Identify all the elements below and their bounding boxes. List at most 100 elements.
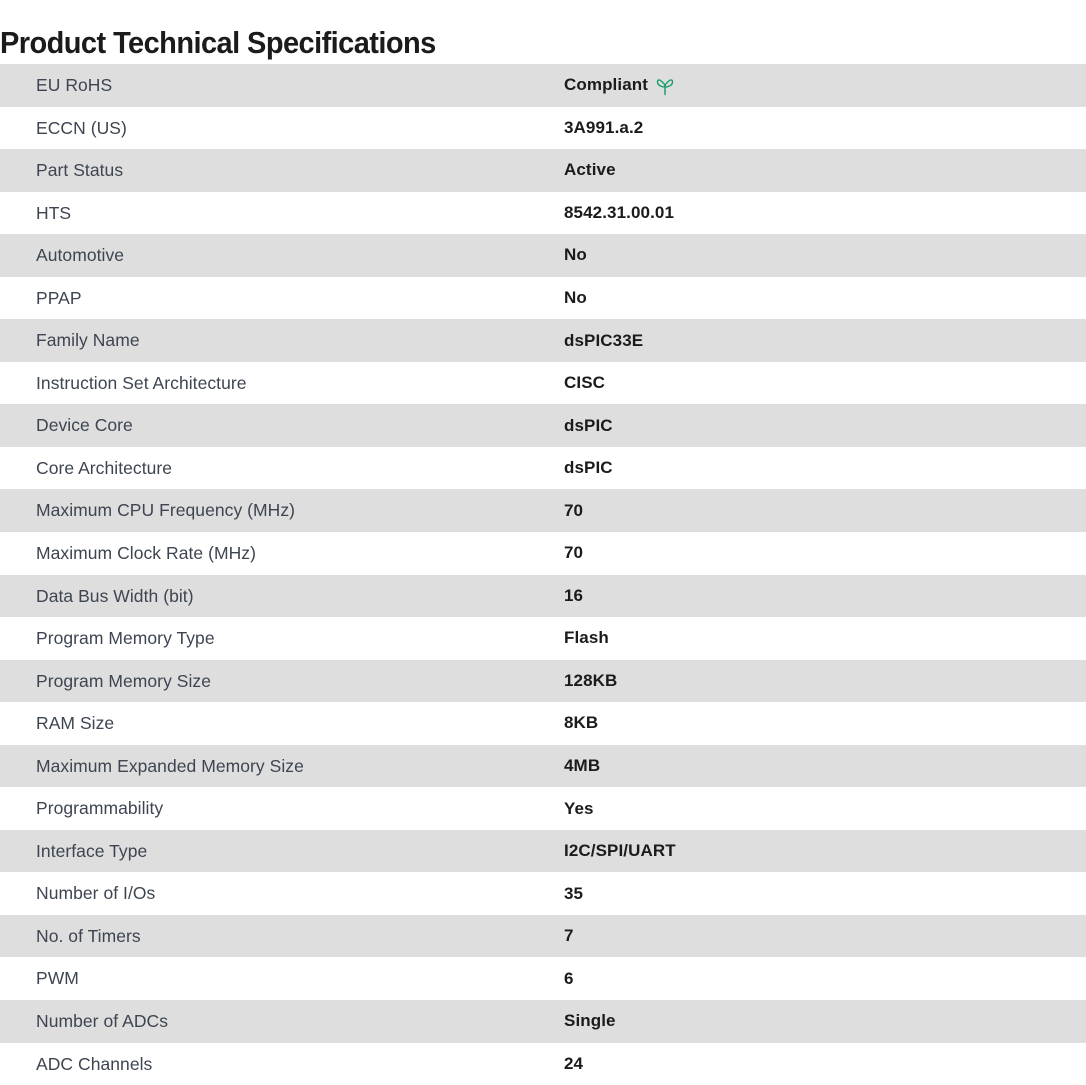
- spec-value-text: 8KB: [564, 713, 599, 733]
- spec-value-wrap: CISC: [564, 362, 605, 404]
- spec-value-wrap: 70: [564, 532, 583, 574]
- spec-label: HTS: [36, 202, 72, 223]
- spec-value: No: [564, 234, 1074, 277]
- spec-label: Data Bus Width (bit): [36, 585, 194, 606]
- spec-value: 8KB: [564, 702, 1074, 745]
- spec-label: Program Memory Type: [36, 628, 215, 649]
- spec-value-wrap: 4MB: [564, 745, 600, 787]
- spec-value-text: dsPIC: [564, 458, 613, 478]
- spec-row: Programmability Yes: [0, 787, 1086, 830]
- spec-row: Instruction Set Architecture CISC: [0, 361, 1086, 405]
- spec-label: Maximum Clock Rate (MHz): [36, 543, 256, 564]
- spec-value-text: dsPIC: [564, 415, 613, 435]
- spec-label: Instruction Set Architecture: [36, 372, 247, 393]
- spec-value: 4MB: [564, 745, 1074, 788]
- spec-row: PWM 6: [0, 957, 1086, 1001]
- spec-label: Programmability: [36, 798, 164, 819]
- spec-value-wrap: No: [564, 277, 587, 319]
- spec-value-wrap: Single: [564, 1000, 616, 1042]
- spec-row: Core Architecture dsPIC: [0, 446, 1086, 490]
- spec-label: Interface Type: [36, 840, 148, 861]
- spec-value-text: 8542.31.00.01: [564, 202, 675, 222]
- spec-value: 70: [564, 489, 1074, 532]
- spec-row: Number of I/Os 35: [0, 872, 1086, 915]
- spec-value: 7: [564, 915, 1074, 958]
- spec-value: Yes: [564, 787, 1074, 830]
- spec-value: No: [564, 277, 1074, 320]
- spec-value-text: dsPIC33E: [564, 330, 644, 350]
- spec-value-text: 24: [564, 1053, 584, 1073]
- spec-value: 70: [564, 532, 1074, 575]
- spec-label: PWM: [36, 968, 79, 989]
- spec-value: CISC: [564, 362, 1074, 405]
- spec-row: ECCN (US) 3A991.a.2: [0, 106, 1086, 150]
- spec-value: 128KB: [564, 660, 1074, 703]
- product-specifications-table: EU RoHS Compliant ECCN (US) 3A991.a.2 Part S…: [0, 64, 1086, 1085]
- spec-label: Device Core: [36, 415, 133, 436]
- spec-label: No. of Timers: [36, 925, 141, 946]
- spec-value-wrap: 24: [564, 1043, 583, 1085]
- spec-value-wrap: 8542.31.00.01: [564, 192, 674, 234]
- spec-label: RAM Size: [36, 713, 115, 734]
- spec-row: Maximum Expanded Memory Size 4MB: [0, 744, 1086, 788]
- spec-label: Number of ADCs: [36, 1011, 168, 1032]
- spec-value: dsPIC33E: [564, 319, 1074, 362]
- spec-value-wrap: dsPIC: [564, 405, 613, 447]
- spec-value-text: Active: [564, 160, 616, 180]
- spec-label: Core Architecture: [36, 457, 173, 478]
- spec-value-wrap: 7: [564, 915, 574, 957]
- spec-row: Automotive No: [0, 234, 1086, 277]
- spec-row: Program Memory Size 128KB: [0, 659, 1086, 703]
- spec-value-wrap: 128KB: [564, 660, 617, 702]
- spec-value-text: Single: [564, 1011, 616, 1031]
- spec-value-wrap: 35: [564, 873, 583, 915]
- spec-value-text: 70: [564, 500, 584, 520]
- spec-row: RAM Size 8KB: [0, 702, 1086, 745]
- spec-value-text: No: [564, 245, 587, 265]
- spec-label: Maximum Expanded Memory Size: [36, 755, 304, 776]
- spec-value-text: 3A991.a.2: [564, 117, 644, 137]
- spec-label: Part Status: [36, 160, 124, 181]
- spec-row: Family Name dsPIC33E: [0, 319, 1086, 362]
- spec-value-wrap: Active: [564, 149, 616, 191]
- spec-value-text: Flash: [564, 628, 609, 648]
- page-title: Product Technical Specifications: [0, 24, 436, 60]
- spec-label: PPAP: [36, 287, 82, 308]
- spec-value-text: No: [564, 287, 587, 307]
- spec-value: 6: [564, 957, 1074, 1000]
- spec-row: ADC Channels 24: [0, 1042, 1086, 1085]
- spec-value: I2C/SPI/UART: [564, 830, 1074, 873]
- spec-value: Single: [564, 1000, 1074, 1043]
- spec-label: ADC Channels: [36, 1053, 153, 1074]
- spec-value-wrap: 16: [564, 575, 583, 617]
- spec-label: Family Name: [36, 330, 140, 351]
- spec-value-wrap: dsPIC: [564, 447, 613, 489]
- spec-value-wrap: 3A991.a.2: [564, 107, 643, 149]
- spec-value-wrap: 6: [564, 958, 574, 1000]
- spec-row: No. of Timers 7: [0, 914, 1086, 958]
- spec-row: Part Status Active: [0, 149, 1086, 192]
- spec-value-text: 6: [564, 968, 574, 988]
- spec-value-text: 35: [564, 883, 584, 903]
- spec-value: Compliant: [564, 64, 1074, 107]
- spec-value-wrap: I2C/SPI/UART: [564, 830, 676, 872]
- spec-value-wrap: dsPIC33E: [564, 320, 643, 362]
- spec-label: Maximum CPU Frequency (MHz): [36, 500, 296, 521]
- spec-value-text: 70: [564, 543, 584, 563]
- spec-row: Data Bus Width (bit) 16: [0, 574, 1086, 618]
- spec-label: Automotive: [36, 245, 125, 266]
- spec-value: dsPIC: [564, 447, 1074, 490]
- spec-value-text: 128KB: [564, 670, 618, 690]
- spec-row: EU RoHS Compliant: [0, 64, 1086, 107]
- spec-value: 8542.31.00.01: [564, 192, 1074, 235]
- spec-row: Number of ADCs Single: [0, 1000, 1086, 1043]
- spec-value: Active: [564, 149, 1074, 192]
- spec-value-wrap: Yes: [564, 788, 594, 830]
- spec-value-text: 7: [564, 926, 574, 946]
- spec-value: 16: [564, 575, 1074, 618]
- spec-value-text: Compliant: [564, 75, 649, 95]
- spec-value-text: Yes: [564, 798, 594, 818]
- spec-value: 3A991.a.2: [564, 107, 1074, 150]
- spec-value: dsPIC: [564, 404, 1074, 447]
